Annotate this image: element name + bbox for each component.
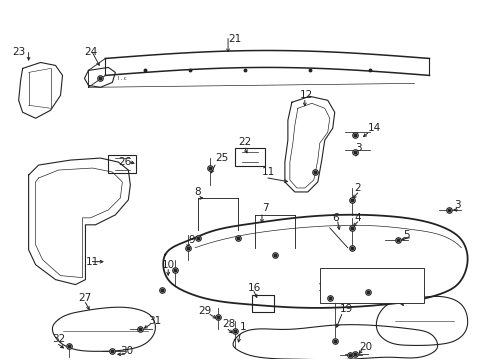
Text: 26: 26 — [118, 157, 131, 167]
Text: 16: 16 — [247, 283, 261, 293]
Text: 12: 12 — [299, 90, 312, 100]
Text: 6: 6 — [331, 213, 338, 223]
Text: 3: 3 — [453, 200, 460, 210]
Text: 11: 11 — [262, 167, 275, 177]
Text: 4: 4 — [354, 213, 361, 223]
Text: 14: 14 — [367, 123, 380, 133]
Text: 9: 9 — [188, 235, 194, 245]
Text: 22: 22 — [238, 137, 251, 147]
Text: 2: 2 — [354, 183, 361, 193]
Text: 15: 15 — [394, 289, 407, 300]
Text: 7: 7 — [262, 203, 268, 213]
Text: 30: 30 — [120, 346, 133, 356]
Text: 18: 18 — [371, 279, 384, 289]
Text: 27: 27 — [78, 293, 92, 302]
Text: 10: 10 — [162, 260, 175, 270]
Text: 23: 23 — [13, 48, 26, 58]
Text: l . c: l . c — [118, 76, 126, 81]
Text: 20: 20 — [359, 342, 372, 352]
Text: 29: 29 — [198, 306, 211, 316]
FancyBboxPatch shape — [108, 155, 136, 173]
Text: 17: 17 — [317, 283, 330, 293]
FancyBboxPatch shape — [319, 268, 424, 302]
Text: 8: 8 — [194, 187, 201, 197]
FancyBboxPatch shape — [251, 294, 273, 312]
Text: 5: 5 — [403, 230, 409, 240]
FancyBboxPatch shape — [235, 148, 264, 166]
Text: 24: 24 — [84, 48, 98, 58]
Text: 3: 3 — [354, 143, 361, 153]
Text: 25: 25 — [215, 153, 228, 163]
Text: 31: 31 — [148, 316, 161, 327]
Text: 11: 11 — [85, 257, 99, 267]
Text: 19: 19 — [339, 305, 352, 315]
Text: 21: 21 — [227, 33, 241, 44]
Text: 32: 32 — [52, 334, 66, 345]
Text: 28: 28 — [222, 319, 235, 329]
Text: 1: 1 — [240, 323, 246, 332]
